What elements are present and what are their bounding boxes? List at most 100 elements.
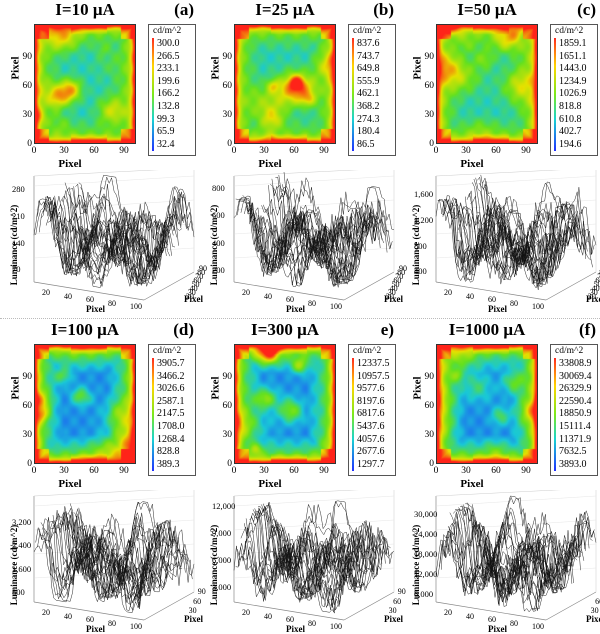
heatmap-y-tick: 30 [416, 110, 434, 120]
x3d-tick: 100 [330, 622, 342, 631]
colorbar-gradient [554, 38, 556, 151]
colorbar-tick: 180.4 [357, 126, 393, 139]
heatmap-y-tick: 90 [14, 372, 32, 382]
colorbar-unit: cd/m^2 [555, 26, 583, 36]
colorbar-tick: 6817.6 [357, 408, 393, 421]
x3d-tick: 60 [286, 615, 294, 624]
colorbar-unit: cd/m^2 [153, 346, 181, 356]
colorbar-tick: 389.3 [157, 459, 193, 472]
colorbar-tick: 3466.2 [157, 371, 193, 384]
x3d-tick: 20 [444, 608, 452, 617]
colorbar-tick: 1026.9 [559, 88, 595, 101]
heatmap-x-tick: 60 [89, 466, 99, 476]
heatmap-x-tick: 60 [289, 466, 299, 476]
x3d-tick: 40 [466, 292, 474, 301]
x3d-tick: 80 [308, 619, 316, 628]
heatmap-x-label: Pixel [460, 158, 483, 170]
colorbar-tick: 15111.4 [559, 421, 595, 434]
heatmap-y-tick: 60 [214, 81, 232, 91]
colorbar-tick: 86.5 [357, 139, 393, 152]
luminance-surface-mesh [436, 175, 596, 290]
top-edge [436, 170, 596, 176]
colorbar-tick: 22590.4 [559, 396, 595, 409]
heatmap-y-tick: 0 [416, 459, 434, 469]
heatmap-x-label: Pixel [258, 158, 281, 170]
grid-line [34, 496, 194, 506]
heatmap-y-tick: 0 [14, 459, 32, 469]
grid-line [234, 496, 394, 506]
heatmap-x-tick: 90 [521, 146, 531, 156]
heatmap-x-tick: 0 [434, 146, 439, 156]
x3d-label: Pixel [86, 624, 105, 634]
x3d-tick: 100 [330, 302, 342, 311]
heatmap-y-tick: 30 [14, 110, 32, 120]
top-edge [34, 170, 194, 176]
luminance-3d-plot [0, 170, 196, 310]
x3d-tick: 100 [532, 622, 544, 631]
x3d-tick: 100 [130, 302, 142, 311]
colorbar-gradient [152, 38, 154, 151]
luminance-heatmap [436, 344, 538, 464]
colorbar-unit: cd/m^2 [353, 346, 381, 356]
luminance-heatmap [34, 344, 136, 464]
x3d-tick: 100 [532, 302, 544, 311]
colorbar-tick: 2677.6 [357, 446, 393, 459]
colorbar-tick: 194.6 [559, 139, 595, 152]
colorbar-tick: 1859.1 [559, 38, 595, 51]
colorbar-tick: 300.0 [157, 38, 193, 51]
heatmap-x-tick: 30 [59, 466, 69, 476]
panel-title: I=50 μA [402, 0, 572, 20]
colorbar-tick: 65.9 [157, 126, 193, 139]
heatmap-y-tick: 90 [214, 372, 232, 382]
panel-title: I=300 μA [200, 320, 370, 340]
colorbar-tick: 274.3 [357, 114, 393, 127]
colorbar-tick: 1708.0 [157, 421, 193, 434]
x3d-tick: 60 [86, 295, 94, 304]
heatmap-x-tick: 30 [461, 146, 471, 156]
colorbar-gradient [554, 358, 556, 471]
colorbar-tick: 1443.0 [559, 63, 595, 76]
x3d-label: Pixel [86, 304, 105, 314]
y3d-label: Pixel [586, 614, 600, 624]
heatmap-y-tick: 0 [214, 459, 232, 469]
luminance-surface-mesh [34, 175, 194, 287]
heatmap-x-tick: 90 [119, 466, 129, 476]
panel-tag: (f) [579, 320, 596, 340]
colorbar-tick: 1651.1 [559, 51, 595, 64]
x3d-label: Pixel [488, 624, 507, 634]
x3d-tick: 20 [242, 288, 250, 297]
z-tick: 280 [12, 184, 25, 194]
colorbar-tick: 166.2 [157, 88, 193, 101]
colorbar-tick: 9577.6 [357, 383, 393, 396]
colorbar-tick: 818.8 [559, 101, 595, 114]
top-edge [34, 490, 194, 496]
colorbar-tick: 26329.9 [559, 383, 595, 396]
x3d-tick: 80 [108, 299, 116, 308]
colorbar-tick: 743.7 [357, 51, 393, 64]
x3d-tick: 60 [86, 615, 94, 624]
colorbar-tick: 7632.5 [559, 446, 595, 459]
colorbar-gradient [152, 358, 154, 471]
heatmap-x-tick: 90 [119, 146, 129, 156]
colorbar-unit: cd/m^2 [353, 26, 381, 36]
heatmap-canvas [437, 345, 537, 463]
y3d-label: Pixel [384, 294, 403, 304]
luminance-surface-mesh [234, 172, 394, 287]
heatmap-y-tick: 60 [416, 401, 434, 411]
heatmap-y-tick: 60 [214, 401, 232, 411]
luminance-heatmap [34, 24, 136, 144]
colorbar-gradient [352, 358, 354, 471]
x3d-tick: 40 [466, 612, 474, 621]
panel-title: I=25 μA [200, 0, 370, 20]
x3d-tick: 40 [264, 612, 272, 621]
colorbar-tick: 402.7 [559, 126, 595, 139]
z-tick: 12,000 [212, 501, 235, 511]
colorbar-tick: 132.8 [157, 101, 193, 114]
colorbar-unit: cd/m^2 [555, 346, 583, 356]
